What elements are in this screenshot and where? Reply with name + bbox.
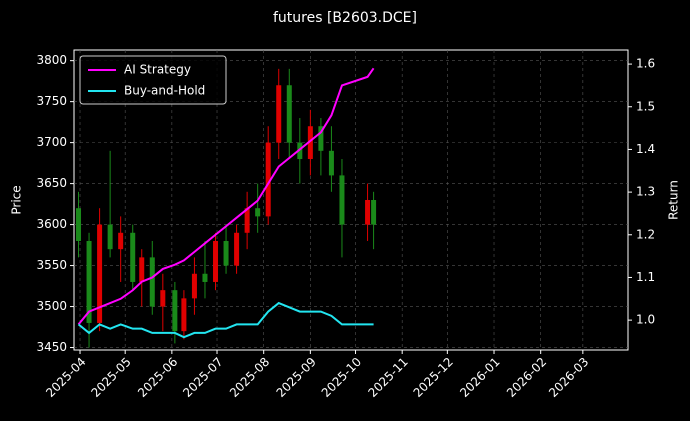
x-tick-label: 2025-10 — [319, 355, 364, 400]
candle-body — [181, 298, 187, 332]
candle-body — [371, 200, 377, 225]
y2-axis-label: Return — [667, 180, 681, 220]
x-tick-label: 2025-06 — [135, 355, 180, 400]
legend-box — [79, 55, 227, 105]
candle-body — [149, 257, 155, 307]
x-tick-label: 2025-05 — [88, 355, 133, 400]
x-tick-label: 2026-02 — [504, 355, 549, 400]
y2-tick-label: 1.1 — [636, 270, 655, 284]
chart-title: futures [B2603.DCE] — [273, 10, 417, 26]
y2-tick-label: 1.3 — [636, 185, 655, 199]
candle-body — [255, 208, 261, 217]
candle-body — [365, 200, 371, 225]
legend-label: AI Strategy — [124, 63, 191, 77]
candle-body — [223, 240, 229, 266]
y-tick-label: 3450 — [36, 340, 67, 354]
x-tick-label: 2025-09 — [274, 355, 319, 400]
x-tick-label: 2026-01 — [457, 355, 502, 400]
candle-body — [339, 175, 345, 225]
x-tick-label: 2025-04 — [43, 355, 88, 400]
x-tick-label: 2025-11 — [365, 355, 410, 400]
y-tick-label: 3500 — [36, 299, 67, 313]
y-axis-label: Price — [10, 185, 24, 214]
y-tick-label: 3700 — [36, 135, 67, 149]
candle-body — [191, 273, 197, 299]
candle-body — [276, 85, 282, 143]
candle-body — [107, 224, 113, 250]
x-tick-label: 2026-03 — [546, 355, 591, 400]
y2-tick-label: 1.2 — [636, 227, 655, 241]
y2-tick-label: 1.5 — [636, 99, 655, 113]
line-series — [77, 67, 375, 326]
line-series — [77, 301, 374, 339]
candle-body — [244, 208, 250, 233]
candle-body — [213, 240, 219, 282]
y2-tick-label: 1.4 — [636, 142, 655, 156]
candle-body — [297, 142, 303, 160]
candle-body — [286, 85, 292, 143]
candle-body — [265, 142, 271, 217]
candle-body — [307, 126, 313, 160]
y2-tick-label: 1.0 — [636, 313, 655, 327]
y-tick-label: 3600 — [36, 217, 67, 231]
candle-body — [202, 273, 208, 282]
candle-body — [328, 150, 334, 176]
y-tick-label: 3800 — [36, 53, 67, 67]
candle-body — [139, 257, 145, 282]
x-tick-label: 2025-08 — [227, 355, 272, 400]
plot-frame — [73, 49, 629, 351]
candle-body — [318, 126, 324, 151]
y-tick-label: 3550 — [36, 258, 67, 272]
candle-body — [130, 232, 136, 282]
y-tick-label: 3750 — [36, 94, 67, 108]
candle-body — [118, 232, 124, 250]
candle-body — [234, 232, 240, 266]
candle-body — [97, 224, 103, 323]
candle-body — [172, 290, 178, 332]
candle-body — [86, 240, 92, 323]
candle-body — [76, 208, 82, 241]
legend-label: Buy-and-Hold — [124, 84, 205, 98]
y2-tick-label: 1.6 — [636, 57, 655, 71]
x-tick-label: 2025-12 — [411, 355, 456, 400]
candle-body — [160, 290, 166, 307]
y-tick-label: 3650 — [36, 176, 67, 190]
x-tick-label: 2025-07 — [180, 355, 225, 400]
